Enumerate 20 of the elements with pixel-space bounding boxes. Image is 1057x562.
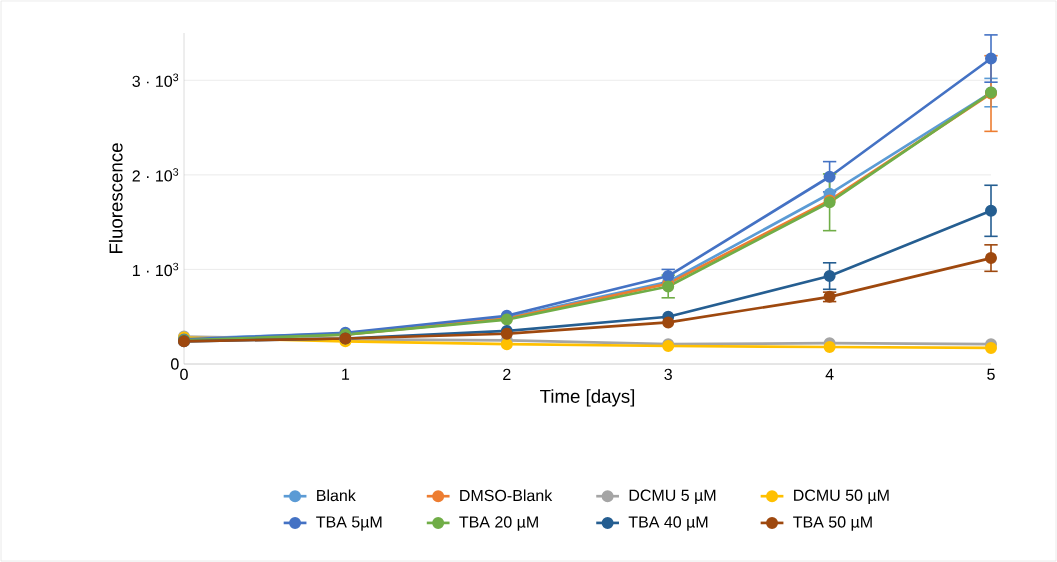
legend-label: TBA 5µM: [316, 516, 382, 531]
legend-label: TBA 50 µM: [793, 516, 872, 531]
y-tick-label: 3 · 10$^{3}$: [132, 73, 179, 87]
y-tick-label: 1 · 10$^{3}$: [132, 262, 179, 277]
x-tick-label: 0: [180, 368, 188, 381]
y-axis-title: Fluorescence: [108, 143, 123, 254]
y-tick-label: 0: [171, 358, 179, 370]
x-tick-label: 4: [825, 368, 834, 380]
legend-label: DCMU 5 µM: [629, 489, 716, 505]
legend-label: Blank: [317, 489, 356, 502]
x-tick-label: 5: [987, 368, 995, 380]
legend-label: TBA 20 µM: [459, 516, 538, 531]
x-axis-title: Time [days]: [540, 389, 635, 407]
x-tick-label: 1: [342, 368, 350, 380]
x-tick-label: 2: [503, 368, 511, 380]
legend-label: TBA 40 µM: [628, 516, 708, 531]
y-tick-label: 2 · 10$^{3}$: [132, 168, 179, 182]
legend-label: DMSO-Blank: [460, 489, 553, 502]
legend-label: DCMU 50 µM: [794, 489, 889, 505]
x-tick-label: 3: [664, 368, 672, 381]
